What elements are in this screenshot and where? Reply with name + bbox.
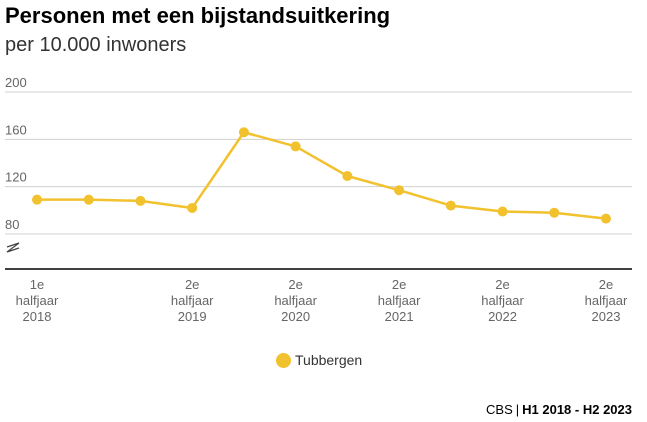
data-point: [394, 185, 405, 196]
x-tick-label-line: 2e: [599, 277, 613, 292]
data-point: [135, 195, 146, 206]
data-point: [601, 213, 611, 224]
x-tick-label-line: halfjaar: [585, 293, 628, 308]
y-tick-label-200: 200: [5, 75, 27, 90]
x-tick-label-line: 2020: [281, 309, 310, 324]
x-tick-label-line: halfjaar: [171, 293, 214, 308]
data-point: [238, 127, 249, 138]
period-label: H1 2018 - H2 2023: [522, 402, 632, 417]
y-tick-label-80: 80: [5, 217, 19, 232]
data-point: [290, 141, 301, 152]
x-tick-label-line: 2019: [178, 309, 207, 324]
x-tick-label-line: 2e: [392, 277, 406, 292]
data-point: [187, 202, 198, 213]
y-tick-label-120: 120: [5, 170, 27, 185]
series-line-tubbergen: [37, 130, 607, 220]
footer-separator: |: [515, 402, 520, 417]
x-tick-label: 2e halfjaar 2022: [481, 277, 524, 324]
x-tick-label-line: halfjaar: [481, 293, 524, 308]
x-tick-label-line: 2e: [288, 277, 302, 292]
axis-break-icon: [6, 242, 20, 253]
data-point: [342, 171, 353, 182]
source-label: CBS: [486, 402, 513, 417]
x-tick-label-line: 2021: [385, 309, 414, 324]
x-tick-label: 2e halfjaar 2023: [585, 277, 628, 324]
data-point: [32, 194, 42, 205]
data-point: [549, 207, 560, 218]
x-tick-label: 1e halfjaar 2018: [16, 277, 59, 324]
data-point: [83, 194, 94, 205]
x-tick-label-line: 2e: [185, 277, 199, 292]
x-tick-label: 2e halfjaar 2020: [274, 277, 317, 324]
x-tick-label-line: 2022: [488, 309, 517, 324]
x-tick-label-line: 2023: [592, 309, 621, 324]
chart-legend[interactable]: Tubbergen: [276, 352, 362, 368]
x-tick-label-line: halfjaar: [274, 293, 317, 308]
legend-label-tubbergen: Tubbergen: [295, 352, 363, 368]
x-tick-label-line: 1e: [30, 277, 44, 292]
x-tick-label-line: 2018: [23, 309, 52, 324]
x-tick-label: 2e halfjaar 2019: [171, 277, 214, 324]
y-tick-label-160: 160: [5, 122, 27, 137]
chart-title: Personen met een bijstandsuitkering: [5, 3, 391, 28]
data-point: [497, 206, 508, 217]
x-tick-label-line: halfjaar: [16, 293, 59, 308]
chart-subtitle: per 10.000 inwoners: [5, 34, 187, 56]
x-tick-label-line: halfjaar: [378, 293, 421, 308]
x-tick-label-line: 2e: [495, 277, 509, 292]
x-tick-label: 2e halfjaar 2021: [378, 277, 421, 324]
data-point: [445, 200, 456, 211]
source-footer: CBS | H1 2018 - H2 2023: [486, 402, 632, 417]
legend-marker: [276, 352, 291, 368]
